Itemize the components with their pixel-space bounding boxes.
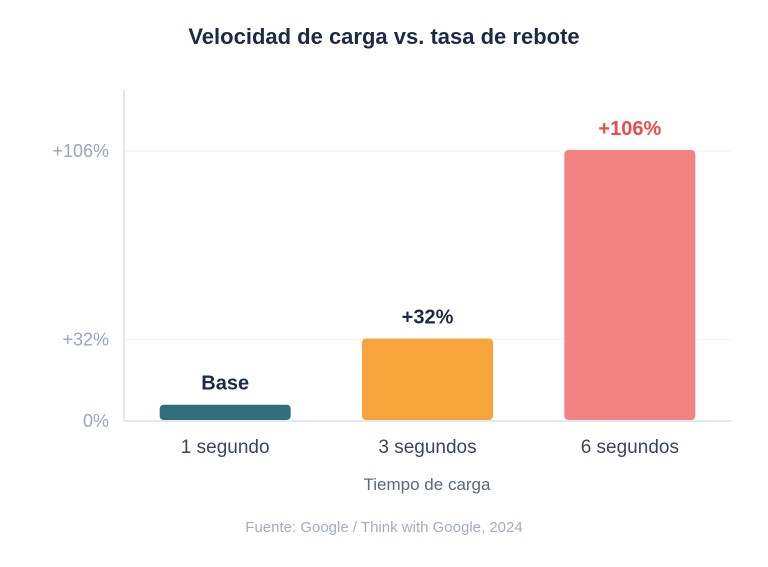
x-axis-ticks: 1 segundo 3 segundos 6 segundos — [181, 437, 679, 458]
data-label: +106% — [598, 118, 661, 140]
bar-1 — [159, 404, 291, 420]
x-tick-label: 3 segundos — [378, 437, 476, 458]
x-tick-label: 6 segundos — [581, 437, 679, 458]
data-label: Base — [201, 373, 249, 395]
x-tick-label: 1 segundo — [181, 437, 270, 458]
bar-3 — [564, 150, 696, 420]
bars — [159, 150, 696, 420]
bar-2 — [362, 338, 493, 420]
y-tick-label: +106% — [52, 141, 109, 161]
data-labels: Base +32% +106% — [201, 118, 661, 395]
data-label: +32% — [402, 307, 454, 329]
x-axis-label: Tiempo de carga — [364, 475, 491, 494]
chart-title: Velocidad de carga vs. tasa de rebote — [188, 24, 579, 49]
y-axis-ticks: 0% +32% +106% — [52, 141, 109, 431]
source-note: Fuente: Google / Think with Google, 2024 — [245, 519, 522, 536]
y-tick-label: 0% — [83, 411, 109, 431]
y-tick-label: +32% — [62, 330, 109, 350]
